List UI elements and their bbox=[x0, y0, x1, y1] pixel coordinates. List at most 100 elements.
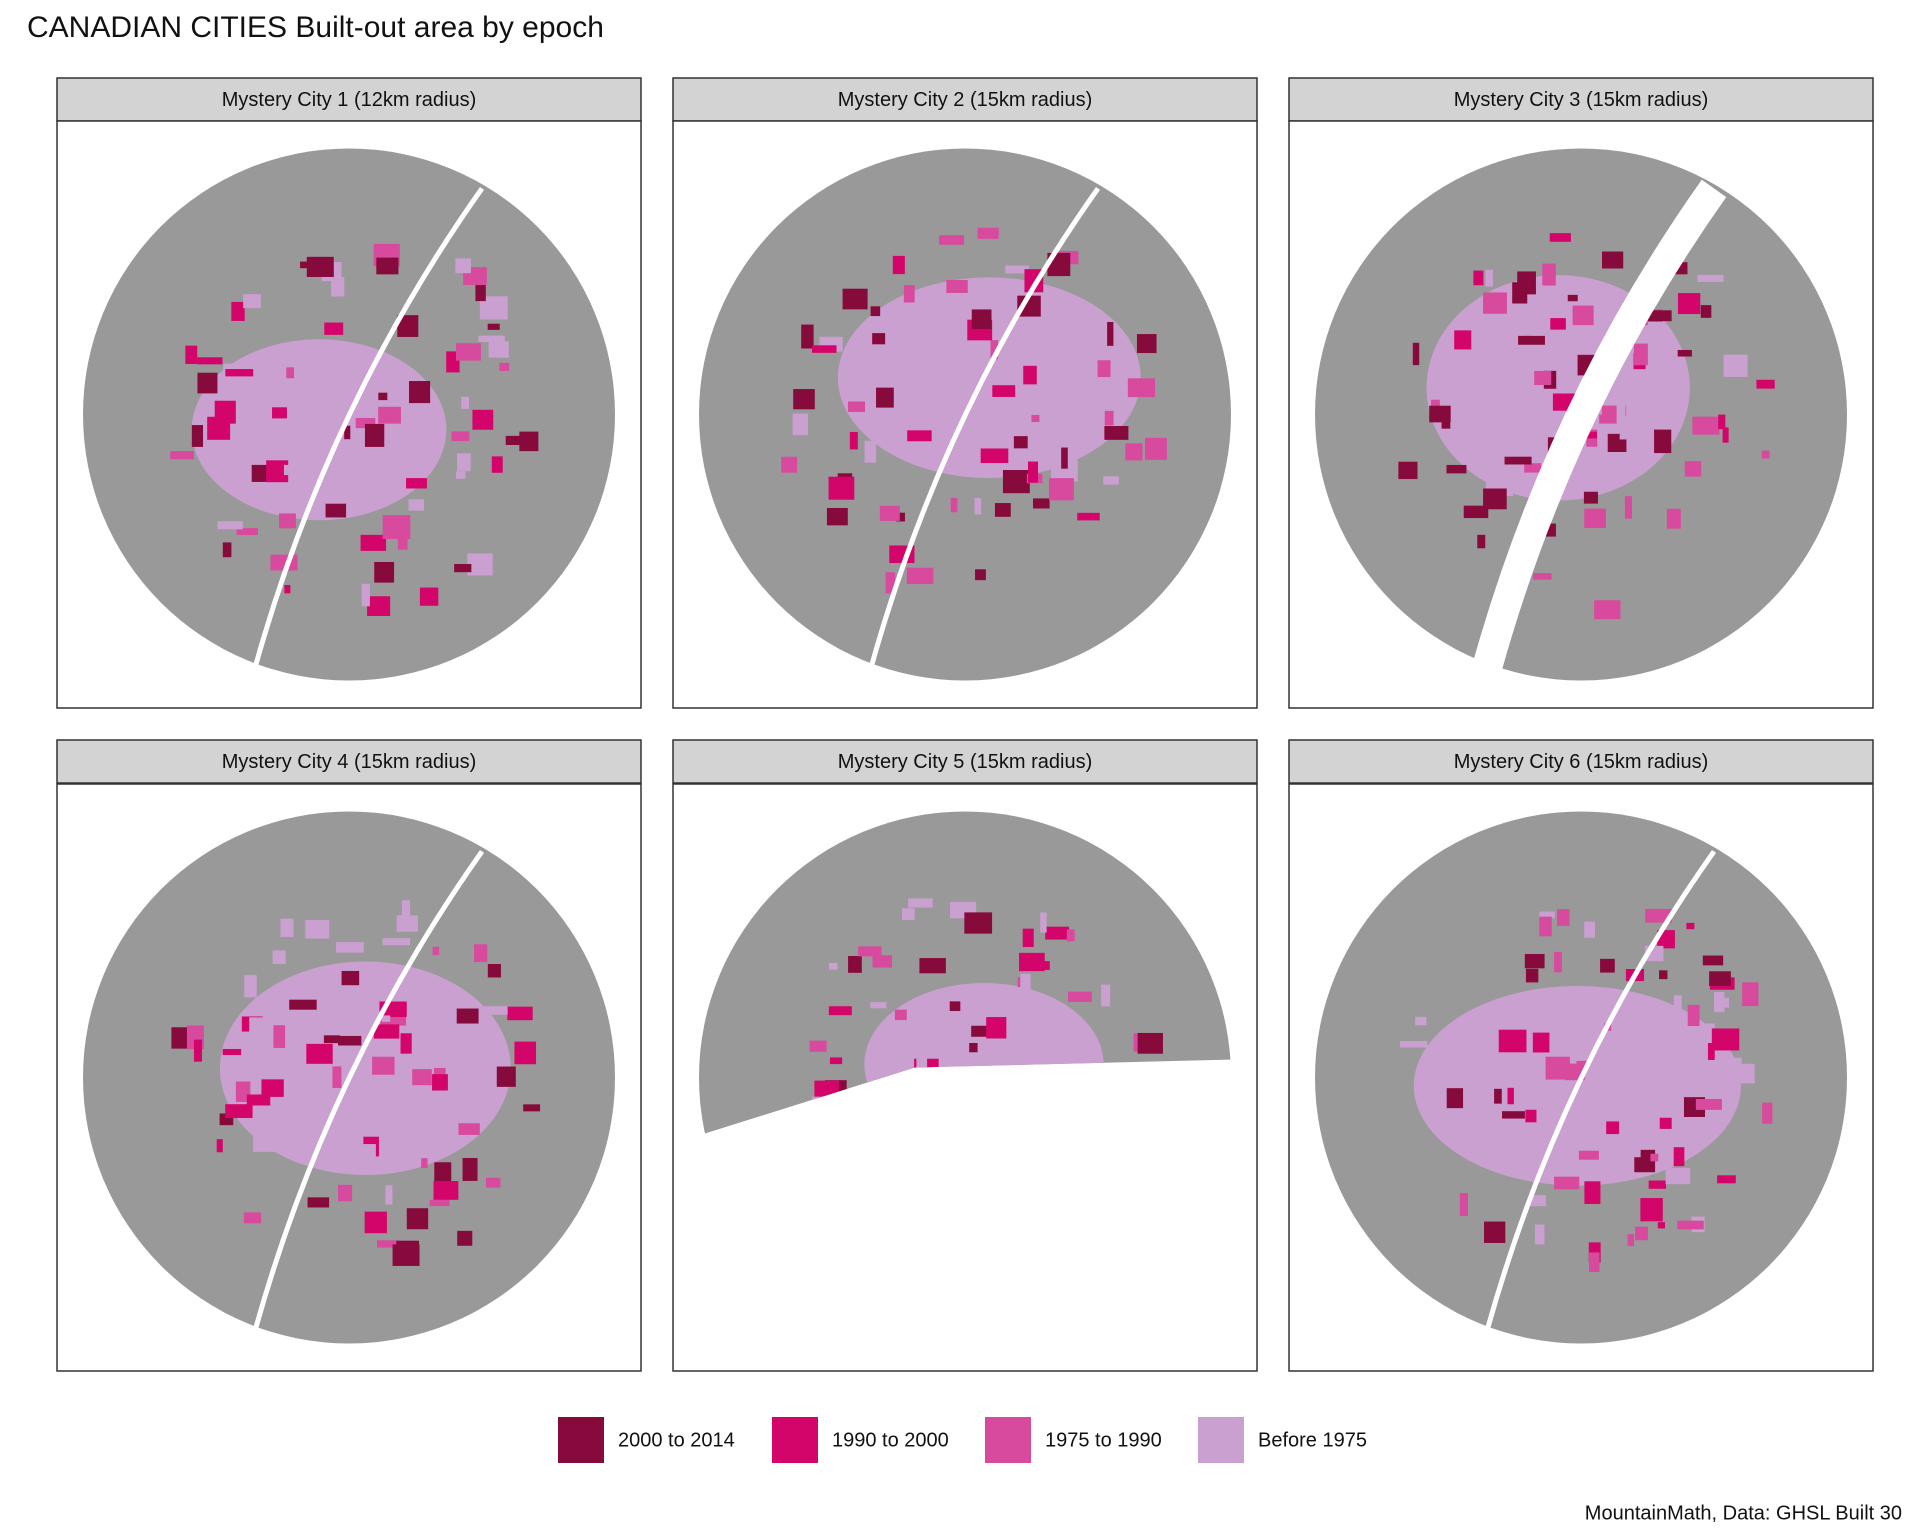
built-patch bbox=[475, 283, 486, 302]
built-patch bbox=[1415, 1016, 1427, 1026]
built-patch bbox=[514, 1041, 537, 1065]
built-patch bbox=[1020, 973, 1031, 993]
built-patch bbox=[1666, 508, 1681, 529]
built-patch bbox=[1013, 436, 1028, 449]
built-patch bbox=[876, 387, 894, 408]
built-patch bbox=[1525, 968, 1539, 983]
built-patch bbox=[272, 950, 286, 964]
built-patch bbox=[1584, 1181, 1601, 1204]
built-patch bbox=[864, 440, 877, 463]
built-patch bbox=[946, 279, 968, 293]
built-patch bbox=[308, 438, 320, 459]
built-patch bbox=[848, 956, 862, 973]
built-patch bbox=[1584, 921, 1595, 938]
built-patch bbox=[467, 553, 493, 576]
built-patch bbox=[990, 340, 998, 360]
built-patch bbox=[1068, 991, 1092, 1002]
built-patch bbox=[1557, 909, 1570, 926]
built-patch bbox=[235, 1081, 251, 1102]
built-patch bbox=[355, 417, 376, 429]
built-patch bbox=[458, 1123, 480, 1135]
built-patch bbox=[261, 1079, 284, 1097]
built-patch bbox=[872, 333, 886, 345]
built-patch bbox=[1584, 508, 1607, 529]
panel: Mystery City 6 (15km radius) bbox=[1288, 739, 1874, 1372]
built-patch bbox=[1525, 1109, 1537, 1123]
built-patch bbox=[829, 1057, 843, 1065]
built-patch bbox=[378, 392, 388, 401]
built-patch bbox=[457, 453, 471, 472]
built-patch bbox=[906, 567, 934, 585]
built-patch bbox=[1606, 1121, 1620, 1135]
built-patch bbox=[1103, 476, 1119, 485]
built-patch bbox=[406, 1208, 429, 1230]
built-patch bbox=[1463, 505, 1489, 519]
legend-swatch bbox=[1198, 1417, 1244, 1463]
built-patch bbox=[939, 235, 964, 245]
built-patch bbox=[499, 362, 510, 371]
built-patch bbox=[948, 377, 970, 402]
built-patch bbox=[1695, 1098, 1722, 1110]
built-patch bbox=[894, 1009, 907, 1021]
panel: Mystery City 1 (12km radius) bbox=[56, 77, 642, 709]
water bbox=[1485, 849, 1717, 1329]
built-patch bbox=[845, 365, 861, 381]
built-patch bbox=[1498, 1029, 1527, 1053]
built-patch bbox=[361, 583, 370, 607]
built-patch bbox=[306, 256, 334, 277]
built-patch bbox=[1762, 1102, 1773, 1124]
built-patch bbox=[225, 1104, 253, 1119]
built-patch bbox=[849, 431, 858, 450]
built-patch bbox=[1677, 293, 1701, 315]
built-patch bbox=[1640, 1198, 1663, 1222]
built-patch bbox=[1602, 251, 1624, 269]
built-patch bbox=[812, 345, 837, 353]
built-patch bbox=[488, 341, 509, 358]
built-patch bbox=[1643, 310, 1672, 322]
built-patch bbox=[986, 1017, 1007, 1039]
built-patch bbox=[1005, 265, 1029, 274]
built-patch bbox=[523, 1104, 541, 1112]
panel: Mystery City 2 (15km radius) bbox=[672, 77, 1258, 709]
built-patch bbox=[1027, 461, 1039, 483]
built-patch bbox=[1045, 926, 1070, 940]
built-patch bbox=[1504, 456, 1532, 465]
built-patch bbox=[1398, 461, 1418, 480]
built-patch bbox=[1023, 365, 1037, 385]
built-patch bbox=[364, 1211, 387, 1234]
built-patch bbox=[266, 460, 289, 483]
built-patch bbox=[903, 285, 915, 303]
built-patch bbox=[1616, 403, 1626, 425]
built-patch bbox=[1665, 1167, 1691, 1185]
built-patch bbox=[1137, 1032, 1163, 1054]
built-patch bbox=[408, 381, 431, 404]
built-patch bbox=[236, 528, 258, 536]
built-patch bbox=[429, 1199, 450, 1207]
water bbox=[869, 186, 1101, 666]
built-patch bbox=[1136, 334, 1157, 354]
built-patch bbox=[901, 908, 915, 920]
built-patch bbox=[1061, 447, 1068, 469]
built-patch bbox=[337, 1184, 353, 1202]
built-patch bbox=[1097, 360, 1111, 378]
built-patch bbox=[1554, 951, 1562, 973]
built-patch bbox=[1677, 349, 1692, 357]
built-patch bbox=[916, 1053, 928, 1068]
built-patch bbox=[507, 1006, 533, 1021]
built-patch bbox=[1709, 971, 1731, 986]
built-patch bbox=[1686, 922, 1695, 930]
built-patch bbox=[1657, 1222, 1665, 1229]
built-patch bbox=[302, 1101, 309, 1125]
panel-label: Mystery City 1 (12km radius) bbox=[222, 89, 477, 111]
built-patch bbox=[1483, 292, 1507, 314]
legend-swatch bbox=[558, 1417, 604, 1463]
built-patch bbox=[1532, 1032, 1550, 1053]
built-patch bbox=[367, 596, 391, 616]
built-patch bbox=[1718, 414, 1726, 430]
built-patch bbox=[1077, 512, 1100, 521]
built-patch bbox=[828, 476, 855, 500]
built-patch bbox=[1549, 233, 1571, 242]
built-patch bbox=[919, 958, 946, 974]
built-patch bbox=[364, 423, 385, 447]
built-patch bbox=[792, 413, 808, 436]
